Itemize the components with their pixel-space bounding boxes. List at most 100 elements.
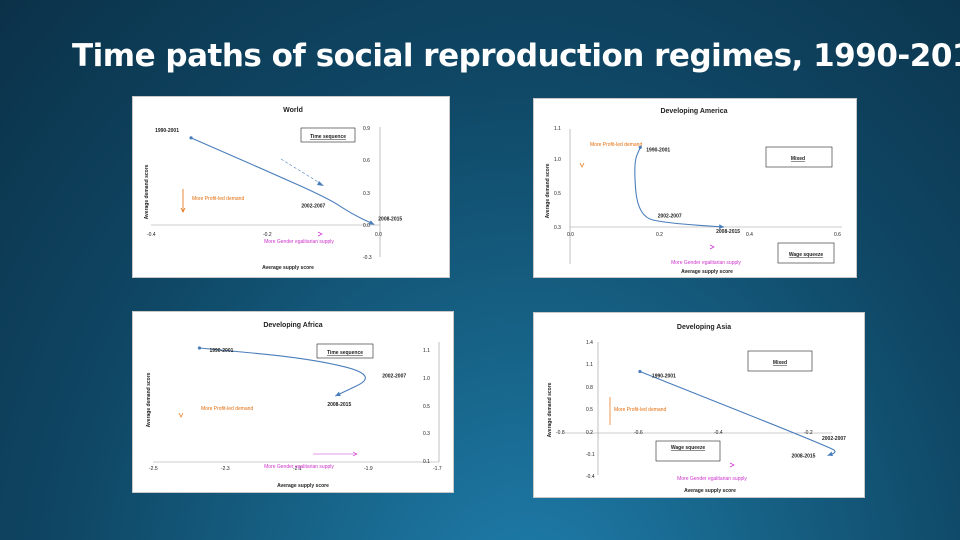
point-label: 2002-2007 (822, 436, 846, 442)
time-sequence-arrow (280, 158, 324, 186)
series-arrowhead (368, 220, 375, 225)
developing-america-chart-svg: Developing America 1.1 1.0 0.5 0.3 0.0 0… (545, 108, 842, 275)
point-label: 2008-2015 (327, 402, 351, 408)
chart-title: Developing Africa (263, 322, 322, 329)
y-tick: 0.5 (586, 407, 593, 413)
y-axis-label: Average demand score (144, 164, 150, 219)
annotation-gender: More Gender egalitarian supply (677, 476, 747, 482)
x-tick: -1.9 (364, 466, 373, 472)
chart-title: Developing Asia (677, 324, 731, 331)
developing-asia-chart-svg: Developing Asia 1.4 1.1 0.8 0.5 0.2 -0.1… (547, 324, 846, 494)
y-tick: 0.2 (586, 430, 593, 436)
chart-title: World (283, 107, 303, 114)
x-tick: -2.3 (221, 466, 230, 472)
gender-arrowhead (352, 451, 358, 457)
point-label: 1990-2001 (155, 128, 179, 134)
legend-label: Time sequence (310, 134, 346, 140)
legend-box-2 (655, 440, 721, 462)
y-tick: 0.0 (363, 223, 370, 229)
point-label: 2002-2007 (382, 374, 406, 380)
x-tick: 0.0 (567, 232, 574, 238)
y-tick: -0.1 (586, 452, 595, 458)
y-tick: 1.0 (554, 157, 561, 163)
legend-box-2 (777, 242, 835, 264)
series-layer: 1990-2001 2002-2007 2008-2015 (155, 128, 402, 225)
gender-arrowhead (709, 244, 715, 250)
x-tick: -0.4 (147, 232, 156, 238)
x-tick: -0.4 (714, 430, 723, 436)
y-tick: 0.6 (363, 158, 370, 164)
world-chart-svg: World 0.9 0.6 0.3 0.0 -0.3 -0.4 -0.2 0.0… (144, 107, 402, 271)
x-tick: -0.2 (804, 430, 813, 436)
profit-arrowhead (579, 162, 585, 168)
gender-arrowhead (729, 462, 735, 468)
y-tick: -0.3 (363, 255, 372, 261)
point-label: 2008-2015 (792, 454, 816, 460)
legend-label: Time sequence (327, 350, 363, 356)
y-tick: 1.4 (586, 340, 593, 346)
y-tick: 0.5 (554, 191, 561, 197)
legend-label: Mixed (791, 156, 805, 162)
x-tick: -0.2 (263, 232, 272, 238)
y-axis-label: Average demand score (545, 163, 551, 218)
y-tick: 0.8 (586, 385, 593, 391)
annotation-profit: More Profit-led demand (192, 196, 244, 202)
y-tick: 1.1 (586, 362, 593, 368)
series-line (639, 370, 836, 457)
data-point (638, 145, 642, 149)
x-tick: -1.7 (433, 466, 442, 472)
series-arrowhead (827, 451, 834, 457)
chart-panel-developing-asia: Developing Asia 1.4 1.1 0.8 0.5 0.2 -0.1… (534, 313, 864, 497)
data-point (638, 369, 642, 374)
series-line (190, 137, 375, 225)
x-tick: -2.5 (149, 466, 158, 472)
legend-label-2: Wage squeeze (671, 445, 705, 451)
chart-panel-developing-africa: Developing Africa 1.1 1.0 0.5 0.3 0.1 -2… (133, 312, 453, 492)
point-label: 2002-2007 (658, 213, 682, 219)
x-tick: 0.6 (834, 232, 841, 238)
y-tick: 0.5 (423, 404, 430, 410)
x-tick: -0.6 (634, 430, 643, 436)
series-layer: 1990-2001 2002-2007 2008-2015 (197, 346, 406, 408)
series-arrowhead (718, 224, 725, 230)
time-sequence-arrowhead (317, 181, 324, 186)
y-tick: 0.3 (423, 431, 430, 437)
profit-arrowhead (178, 412, 184, 418)
legend-label-2: Wage squeeze (789, 252, 823, 258)
annotation-profit: More Profit-led demand (590, 142, 642, 148)
series-arrowhead (335, 391, 341, 397)
x-axis-label: Average supply score (684, 488, 736, 494)
data-point (189, 136, 193, 140)
series-layer: 1990-2001 2002-2007 2008-2015 (638, 369, 846, 460)
legend-box (300, 127, 356, 143)
point-label: 1990-2001 (646, 147, 670, 153)
x-axis-label: Average supply score (681, 269, 733, 275)
point-label: 2002-2007 (301, 204, 325, 210)
point-label: 2008-2015 (716, 229, 740, 235)
legend-box (765, 146, 833, 168)
y-axis-label: Average demand score (146, 372, 152, 427)
y-tick: 0.3 (363, 191, 370, 197)
point-label: 1990-2001 (209, 348, 233, 354)
point-label: 2008-2015 (378, 217, 402, 223)
chart-title: Developing America (660, 108, 727, 115)
profit-arrowhead (180, 207, 186, 213)
x-tick: -0.8 (556, 430, 565, 436)
x-axis-label: Average supply score (277, 483, 329, 489)
y-axis-label: Average demand score (547, 382, 553, 437)
annotation-gender: More Gender egalitarian supply (264, 464, 334, 470)
x-tick: -2.1 (293, 466, 302, 472)
series-layer: 1990-2001 2002-2007 2008-2015 (634, 145, 740, 235)
point-label: 1990-2001 (652, 374, 676, 380)
developing-africa-chart-svg: Developing Africa 1.1 1.0 0.5 0.3 0.1 -2… (146, 322, 442, 489)
annotation-profit: More Profit-led demand (201, 406, 253, 412)
chart-panel-developing-america: Developing America 1.1 1.0 0.5 0.3 0.0 0… (534, 99, 856, 277)
annotation-profit: More Profit-led demand (614, 407, 666, 413)
series-line (199, 347, 366, 397)
y-tick: 0.3 (554, 225, 561, 231)
series-line (634, 147, 725, 228)
annotation-gender: More Gender egalitarian supply (671, 260, 741, 266)
y-tick: 1.1 (423, 348, 430, 354)
x-tick: 0.2 (656, 232, 663, 238)
legend-label: Mixed (773, 360, 787, 366)
